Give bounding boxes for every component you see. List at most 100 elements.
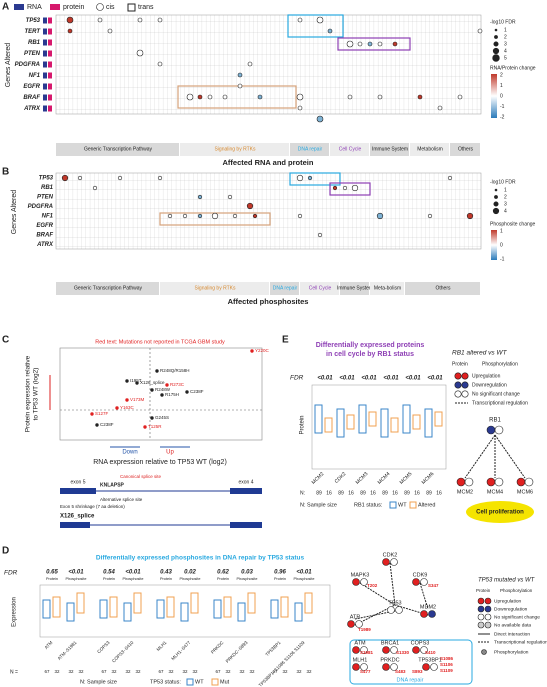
legend-label: Upregulation xyxy=(494,598,522,604)
box xyxy=(133,592,142,614)
n-value: 89 xyxy=(404,490,410,496)
dot xyxy=(77,175,83,181)
n-value: 32 xyxy=(225,669,231,674)
dot xyxy=(297,213,303,219)
pathway-band xyxy=(340,282,369,295)
row-tag xyxy=(48,17,52,24)
point-label: T125R xyxy=(148,424,162,429)
sub-label: Phosphosite xyxy=(180,577,201,581)
dot xyxy=(211,212,219,220)
row-label: EGFR xyxy=(36,223,53,229)
sub-label: Phosphosite xyxy=(294,577,315,581)
site-label: S1981 xyxy=(360,650,374,655)
n-value: 89 xyxy=(316,490,322,496)
dot xyxy=(477,613,485,621)
row-label: PTEN xyxy=(37,195,54,201)
n-value: 67 xyxy=(158,669,164,674)
dot xyxy=(524,477,534,487)
dot xyxy=(165,383,169,387)
row-tag xyxy=(48,94,52,101)
row-tag xyxy=(48,105,52,112)
gene-label: X126_splice xyxy=(60,514,95,520)
dot xyxy=(494,188,498,192)
dot xyxy=(377,94,383,100)
dot xyxy=(477,597,485,605)
highlight xyxy=(329,182,371,196)
legend-label: Phosphorylation xyxy=(500,588,533,593)
row-label: BRAF xyxy=(23,95,40,101)
dot xyxy=(430,663,438,671)
row-tag xyxy=(43,61,47,68)
pathway-band xyxy=(270,282,299,295)
pathway-band xyxy=(290,143,329,156)
dot xyxy=(428,610,436,618)
dot xyxy=(376,212,384,220)
n-value: 32 xyxy=(135,669,141,674)
box xyxy=(380,408,389,438)
note: Red text: Mutations not reported in TCGA… xyxy=(95,339,225,345)
dot xyxy=(484,597,492,605)
pathway-band xyxy=(410,143,449,156)
legend-label: WT xyxy=(398,502,407,508)
grid-b xyxy=(55,172,482,250)
box xyxy=(247,592,256,614)
dot xyxy=(237,83,243,89)
legend-label: Direct interaction xyxy=(494,631,530,637)
legend-swatch xyxy=(50,4,60,10)
dot xyxy=(493,41,499,47)
box xyxy=(99,599,108,619)
pathway-band xyxy=(370,282,404,295)
n-value: 16 xyxy=(414,490,420,496)
plot-frame xyxy=(39,584,331,638)
dot xyxy=(227,194,233,200)
n-value: 32 xyxy=(192,669,198,674)
dot xyxy=(232,213,238,219)
axis-title: Affected phosphosites xyxy=(228,297,309,306)
point-label: Y220C xyxy=(255,348,270,353)
x-label: MLH1–S477 xyxy=(170,640,192,662)
box xyxy=(358,404,367,434)
site-label: S1330 xyxy=(396,650,410,655)
panel-title: in cell cycle by RB1 status xyxy=(326,351,414,358)
highlight xyxy=(287,14,344,38)
panel-label: B xyxy=(2,167,9,178)
dot xyxy=(367,41,373,47)
dot xyxy=(412,646,420,654)
legend-tick: 5 xyxy=(504,55,507,61)
box xyxy=(109,596,118,618)
dot xyxy=(454,381,462,389)
module-label: DNA repair xyxy=(397,677,424,683)
highlight xyxy=(177,85,297,109)
legend-swatch xyxy=(409,501,417,509)
axis-title: Genes Altered xyxy=(5,43,12,87)
n-value: 67 xyxy=(272,669,278,674)
axis-title: Expression xyxy=(12,597,18,627)
legend-tick: 2 xyxy=(504,34,507,40)
dot xyxy=(247,61,253,67)
dot xyxy=(486,477,496,487)
dot xyxy=(466,212,474,220)
row-tag xyxy=(48,83,52,90)
legend-title: RNA/Protein change xyxy=(490,65,536,71)
dot xyxy=(484,605,492,613)
box xyxy=(237,602,246,622)
n-value: 16 xyxy=(326,490,332,496)
dot xyxy=(157,17,163,23)
legend-label: Protein xyxy=(476,588,491,593)
dot xyxy=(447,175,453,181)
dot xyxy=(516,477,526,487)
dot xyxy=(186,93,194,101)
node-label: TP53BP1 xyxy=(418,657,442,663)
dot xyxy=(395,606,403,614)
n-value: 32 xyxy=(125,669,131,674)
row-tag xyxy=(48,61,52,68)
row-label: BRAF xyxy=(36,233,53,239)
pathway-band xyxy=(160,282,269,295)
site-label: T1989 xyxy=(358,627,371,632)
n-value: 32 xyxy=(78,669,84,674)
node-label: CDK9 xyxy=(413,572,428,578)
legend-tick: 3 xyxy=(504,201,507,207)
n-label: N: xyxy=(300,490,305,496)
legend-label: WT xyxy=(195,679,204,685)
